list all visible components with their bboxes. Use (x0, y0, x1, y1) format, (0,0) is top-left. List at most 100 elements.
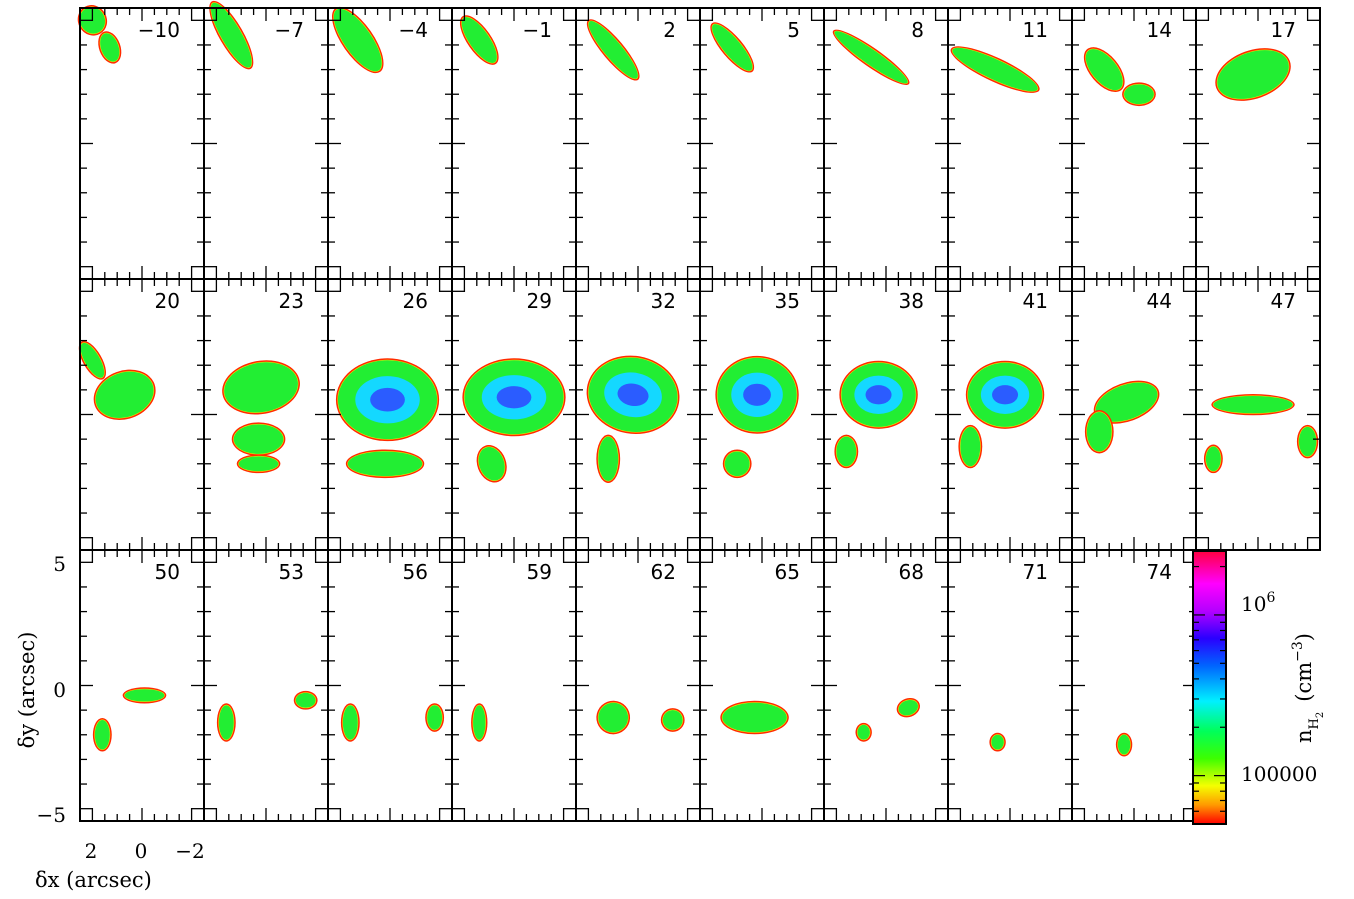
panel-velocity-label: 11 (1023, 18, 1048, 42)
emission-blob (476, 445, 507, 483)
emission-blob (425, 703, 445, 732)
emission-blob (231, 422, 286, 456)
panel-frame: 47 (1195, 278, 1321, 551)
emission-blob (989, 732, 1006, 752)
emission-blob (93, 369, 156, 420)
x-ticklabel-0: 0 (135, 839, 148, 863)
emission-blob (596, 700, 631, 735)
channel-panel (576, 8, 700, 279)
panel-background (576, 550, 700, 821)
panel-background (700, 550, 824, 821)
panel-velocity-label: 53 (279, 560, 304, 584)
panel-background (824, 550, 948, 821)
x-axis-label: δx (arcsec) (35, 868, 152, 892)
panel-background (80, 279, 204, 550)
panel-velocity-label: 50 (155, 560, 180, 584)
x-ticklabel-minus2: −2 (175, 839, 204, 863)
panel-velocity-label: −1 (523, 18, 552, 42)
colorbar-tick-100000: 100000 (1241, 762, 1317, 786)
x-ticklabel-2: 2 (85, 839, 98, 863)
panel-velocity-label: 71 (1023, 560, 1048, 584)
emission-blob (832, 29, 910, 85)
channel-panel (204, 550, 328, 821)
panel-velocity-label: 41 (1023, 289, 1048, 313)
channel-panel (824, 8, 948, 279)
panel-background (576, 8, 700, 279)
emission-blob (332, 6, 384, 74)
emission-blob (834, 434, 859, 469)
panel-background (328, 550, 452, 821)
panel-velocity-label: 14 (1147, 18, 1172, 42)
panel-velocity-label: 2 (663, 18, 676, 42)
emission-blob (1215, 48, 1291, 101)
emission-blob (1122, 82, 1156, 107)
colorbar-ticks (1193, 565, 1226, 825)
panel-background (1072, 550, 1196, 821)
panel-background (80, 8, 204, 279)
colorbar-label-unit-close: ) (1292, 633, 1316, 641)
panel-frame: 53 (203, 549, 329, 822)
panel-velocity-label: 32 (651, 289, 676, 313)
emission-blob (1115, 732, 1133, 757)
panel-velocity-label: 68 (899, 560, 924, 584)
emission-blob (471, 703, 488, 742)
emission-blob (1203, 444, 1223, 474)
panel-background (452, 8, 576, 279)
panel-velocity-label: 74 (1147, 560, 1172, 584)
emission-blob (78, 340, 106, 380)
channel-panel (824, 550, 948, 821)
panel-velocity-label: 56 (403, 560, 428, 584)
panel-velocity-label: 59 (527, 560, 552, 584)
emission-blob (462, 358, 566, 437)
colorbar-label-unit-exp: −3 (1290, 641, 1306, 662)
emission-blob (586, 19, 640, 81)
emission-blob (965, 360, 1045, 429)
colorbar (1192, 550, 1227, 825)
panel-velocity-label: 20 (155, 289, 180, 313)
emission-blob (1296, 424, 1319, 459)
emission-blob (839, 360, 918, 429)
colorbar-tick-1e6: 106 (1241, 590, 1275, 616)
emission-blob (596, 434, 621, 484)
panel-velocity-label: −7 (275, 18, 304, 42)
emission-blob (1084, 410, 1114, 454)
colorbar-label-unit: (cm (1292, 662, 1316, 702)
emission-blob (896, 697, 920, 718)
svg-text:nH2(cm−3): nH2 (cm−3) (1290, 633, 1326, 743)
panel-frame: 74 (1071, 549, 1197, 822)
panel-velocity-label: 29 (527, 289, 552, 313)
emission-blob (1211, 394, 1295, 416)
emission-blob (236, 454, 281, 474)
emission-blob (1093, 380, 1160, 424)
panel-background (204, 8, 328, 279)
y-ticklabel-5: 5 (53, 552, 66, 576)
channel-panel (328, 550, 452, 821)
channel-panel (204, 8, 328, 279)
panel-velocity-label: −10 (138, 18, 180, 42)
channel-panel (452, 8, 576, 279)
emission-blob (710, 22, 755, 73)
panel-velocity-label: 23 (279, 289, 304, 313)
panel-velocity-label: 5 (787, 18, 800, 42)
emission-blob (1083, 47, 1125, 92)
colorbar-label-sub: H (1307, 718, 1322, 729)
y-ticklabel-minus5: −5 (37, 803, 66, 827)
emission-blob (293, 690, 318, 710)
channel-panel (700, 550, 824, 821)
emission-blob (855, 722, 872, 742)
emission-blob (222, 360, 300, 415)
channel-panel (576, 550, 700, 821)
panel-velocity-label: −4 (399, 18, 428, 42)
colorbar-label-n: n (1292, 729, 1316, 743)
emission-blob (720, 700, 789, 735)
emission-blob (950, 46, 1040, 93)
emission-blob (715, 355, 799, 434)
emission-blob (209, 0, 254, 70)
channel-panel (452, 550, 576, 821)
y-axis-label: δy (arcsec) (15, 632, 39, 749)
emission-blob (335, 358, 440, 442)
panel-velocity-label: 44 (1147, 289, 1172, 313)
panel-velocity-label: 35 (775, 289, 800, 313)
channel-panel (1072, 550, 1196, 821)
